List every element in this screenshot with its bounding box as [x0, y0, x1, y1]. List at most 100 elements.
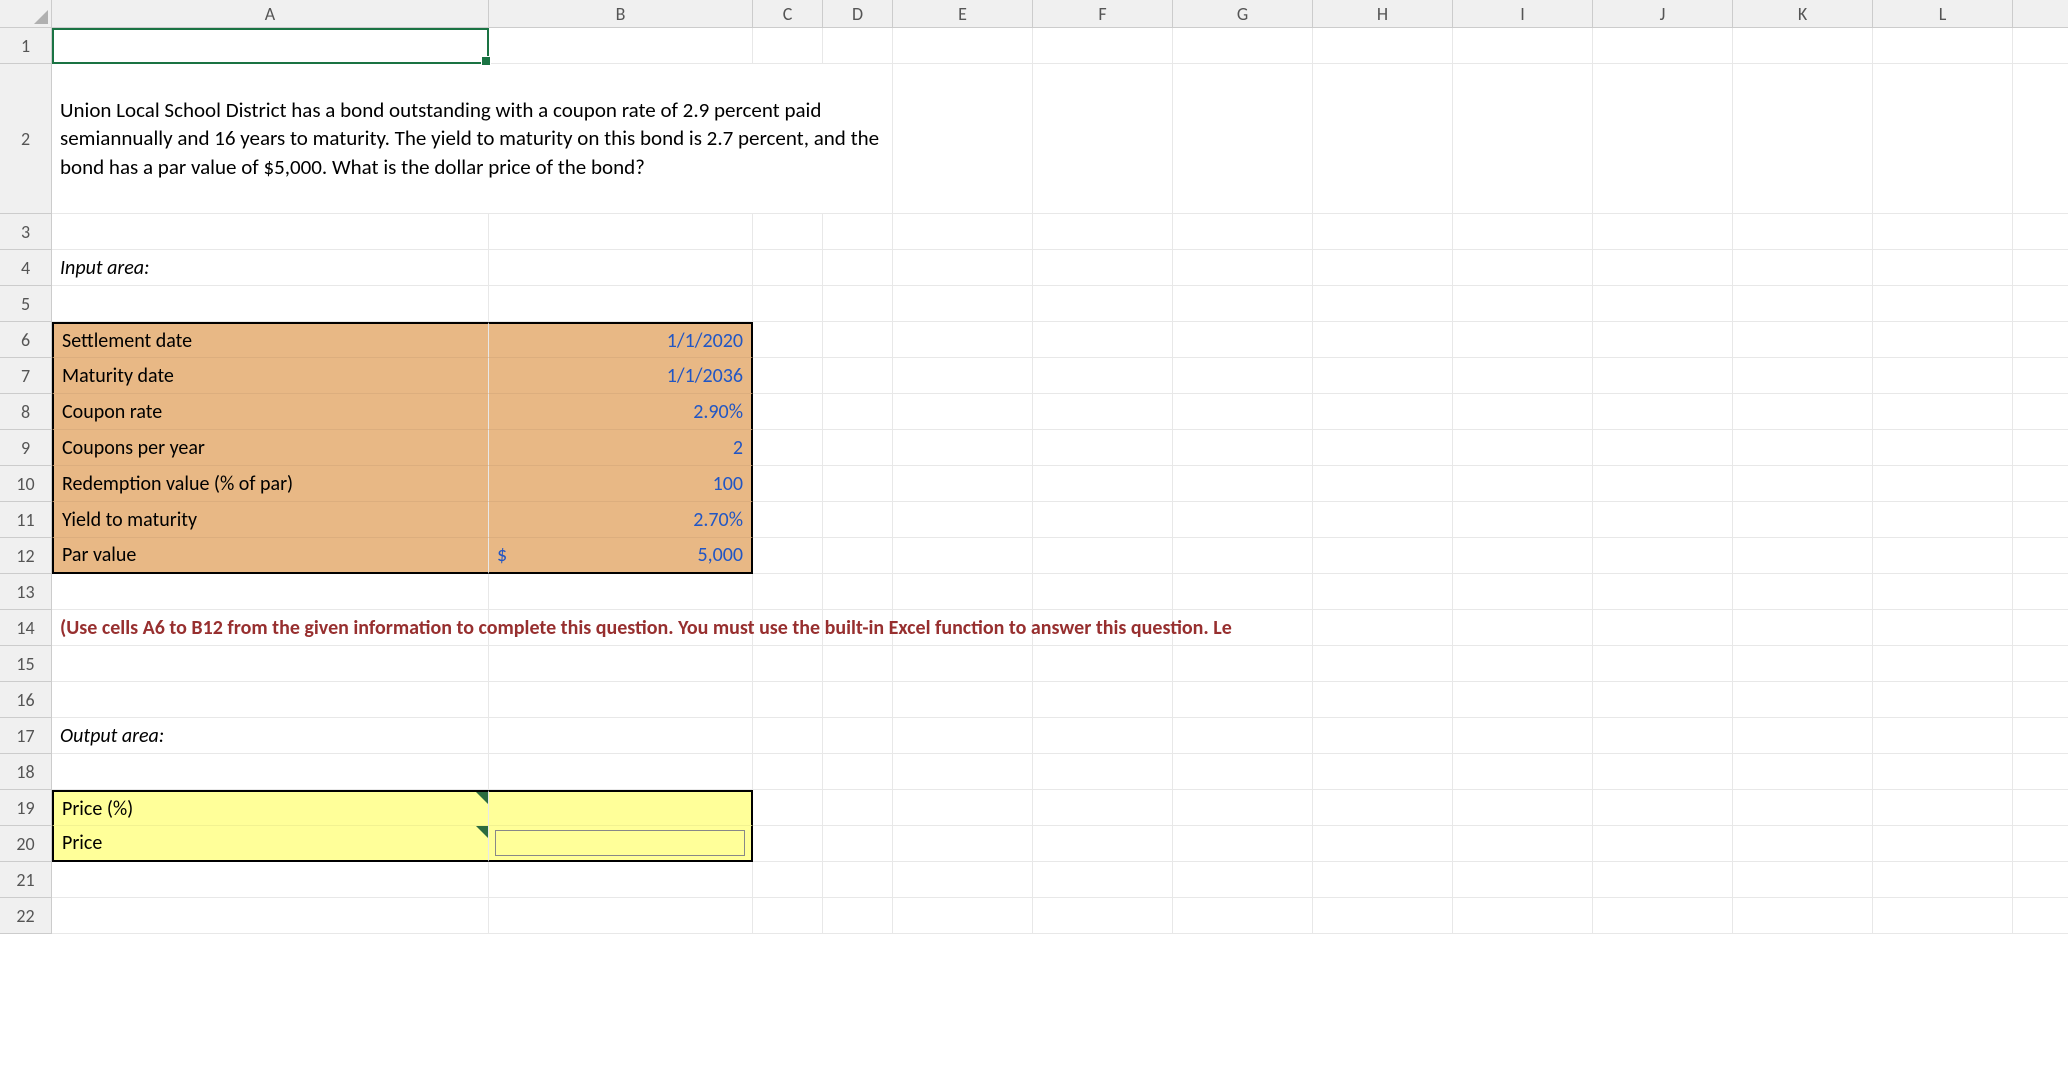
cell-F9[interactable]: [1033, 430, 1173, 466]
col-header-I[interactable]: I: [1453, 0, 1593, 28]
cell-K8[interactable]: [1733, 394, 1873, 430]
cell-J3[interactable]: [1593, 214, 1733, 250]
cell-E8[interactable]: [893, 394, 1033, 430]
cell-G2[interactable]: [1173, 64, 1313, 214]
row-header-22[interactable]: 22: [0, 898, 52, 934]
cell-K3[interactable]: [1733, 214, 1873, 250]
cell-L19[interactable]: [1873, 790, 2013, 826]
cell-K17[interactable]: [1733, 718, 1873, 754]
cell-C10[interactable]: [753, 466, 823, 502]
cell-J9[interactable]: [1593, 430, 1733, 466]
cell-I14[interactable]: [1453, 610, 1593, 646]
cell-C13[interactable]: [753, 574, 823, 610]
cell-L13[interactable]: [1873, 574, 2013, 610]
cell-B13[interactable]: [489, 574, 753, 610]
cell-E18[interactable]: [893, 754, 1033, 790]
cell-J17[interactable]: [1593, 718, 1733, 754]
cell-M10[interactable]: [2013, 466, 2068, 502]
cell-C11[interactable]: [753, 502, 823, 538]
cell-M18[interactable]: [2013, 754, 2068, 790]
cell-C8[interactable]: [753, 394, 823, 430]
cell-M22[interactable]: [2013, 898, 2068, 934]
cell-B17[interactable]: [489, 718, 753, 754]
row-header-6[interactable]: 6: [0, 322, 52, 358]
cell-G7[interactable]: [1173, 358, 1313, 394]
cell-H5[interactable]: [1313, 286, 1453, 322]
cell-D5[interactable]: [823, 286, 893, 322]
cell-I18[interactable]: [1453, 754, 1593, 790]
cell-H13[interactable]: [1313, 574, 1453, 610]
cell-I15[interactable]: [1453, 646, 1593, 682]
cell-L4[interactable]: [1873, 250, 2013, 286]
cell-E17[interactable]: [893, 718, 1033, 754]
row-header-18[interactable]: 18: [0, 754, 52, 790]
cell-H4[interactable]: [1313, 250, 1453, 286]
cell-I17[interactable]: [1453, 718, 1593, 754]
cell-B11[interactable]: 2.70%: [489, 502, 753, 538]
cell-L12[interactable]: [1873, 538, 2013, 574]
cell-B4[interactable]: [489, 250, 753, 286]
cell-L5[interactable]: [1873, 286, 2013, 322]
cell-F12[interactable]: [1033, 538, 1173, 574]
cell-F1[interactable]: [1033, 28, 1173, 64]
cell-D19[interactable]: [823, 790, 893, 826]
col-header-A[interactable]: A: [52, 0, 489, 28]
col-header-D[interactable]: D: [823, 0, 893, 28]
cell-E20[interactable]: [893, 826, 1033, 862]
cell-C20[interactable]: [753, 826, 823, 862]
cell-E15[interactable]: [893, 646, 1033, 682]
cell-G3[interactable]: [1173, 214, 1313, 250]
cell-A13[interactable]: [52, 574, 489, 610]
cell-E9[interactable]: [893, 430, 1033, 466]
cell-I11[interactable]: [1453, 502, 1593, 538]
cell-C19[interactable]: [753, 790, 823, 826]
cell-A16[interactable]: [52, 682, 489, 718]
cell-G9[interactable]: [1173, 430, 1313, 466]
cell-H9[interactable]: [1313, 430, 1453, 466]
cell-M3[interactable]: [2013, 214, 2068, 250]
cell-H12[interactable]: [1313, 538, 1453, 574]
cell-H14[interactable]: [1313, 610, 1453, 646]
cell-K15[interactable]: [1733, 646, 1873, 682]
cell-F3[interactable]: [1033, 214, 1173, 250]
row-header-5[interactable]: 5: [0, 286, 52, 322]
col-header-J[interactable]: J: [1593, 0, 1733, 28]
cell-H3[interactable]: [1313, 214, 1453, 250]
cell-K11[interactable]: [1733, 502, 1873, 538]
cell-D20[interactable]: [823, 826, 893, 862]
row-header-1[interactable]: 1: [0, 28, 52, 64]
cell-B9[interactable]: 2: [489, 430, 753, 466]
cell-D7[interactable]: [823, 358, 893, 394]
cell-K6[interactable]: [1733, 322, 1873, 358]
cell-M20[interactable]: [2013, 826, 2068, 862]
cell-B5[interactable]: [489, 286, 753, 322]
cell-J11[interactable]: [1593, 502, 1733, 538]
cell-B22[interactable]: [489, 898, 753, 934]
cell-L9[interactable]: [1873, 430, 2013, 466]
cell-G15[interactable]: [1173, 646, 1313, 682]
cell-K9[interactable]: [1733, 430, 1873, 466]
cell-L7[interactable]: [1873, 358, 2013, 394]
cell-L10[interactable]: [1873, 466, 2013, 502]
cell-D4[interactable]: [823, 250, 893, 286]
cell-D22[interactable]: [823, 898, 893, 934]
cell-J19[interactable]: [1593, 790, 1733, 826]
cell-B10[interactable]: 100: [489, 466, 753, 502]
cell-A14[interactable]: (Use cells A6 to B12 from the given info…: [52, 610, 489, 646]
col-header-M[interactable]: M: [2013, 0, 2068, 28]
col-header-G[interactable]: G: [1173, 0, 1313, 28]
cell-J14[interactable]: [1593, 610, 1733, 646]
row-header-4[interactable]: 4: [0, 250, 52, 286]
cell-G22[interactable]: [1173, 898, 1313, 934]
cell-I6[interactable]: [1453, 322, 1593, 358]
cell-L15[interactable]: [1873, 646, 2013, 682]
cell-A21[interactable]: [52, 862, 489, 898]
row-header-11[interactable]: 11: [0, 502, 52, 538]
cell-J8[interactable]: [1593, 394, 1733, 430]
cell-H1[interactable]: [1313, 28, 1453, 64]
cell-F16[interactable]: [1033, 682, 1173, 718]
cell-K12[interactable]: [1733, 538, 1873, 574]
cell-H8[interactable]: [1313, 394, 1453, 430]
cell-K10[interactable]: [1733, 466, 1873, 502]
cell-K14[interactable]: [1733, 610, 1873, 646]
